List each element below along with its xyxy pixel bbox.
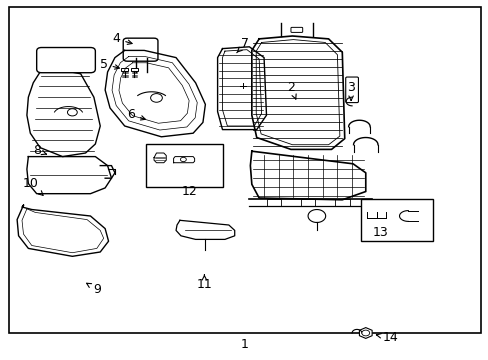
Text: 2: 2 (286, 81, 296, 99)
FancyBboxPatch shape (37, 48, 95, 73)
Polygon shape (27, 69, 100, 157)
Bar (360, 199, 432, 241)
Polygon shape (27, 157, 111, 194)
Polygon shape (250, 151, 365, 200)
Text: 13: 13 (372, 226, 387, 239)
FancyBboxPatch shape (121, 68, 128, 71)
Circle shape (150, 94, 162, 102)
FancyBboxPatch shape (345, 77, 358, 103)
FancyBboxPatch shape (290, 27, 302, 32)
Text: 10: 10 (22, 177, 43, 195)
Circle shape (180, 157, 186, 162)
Circle shape (67, 109, 77, 116)
Text: 11: 11 (196, 275, 212, 291)
Text: 8: 8 (33, 144, 46, 157)
FancyBboxPatch shape (123, 38, 158, 61)
Text: 3: 3 (346, 81, 354, 100)
FancyBboxPatch shape (131, 68, 138, 71)
Text: 5: 5 (100, 58, 119, 71)
Circle shape (361, 330, 369, 336)
Text: 4: 4 (112, 32, 132, 45)
Polygon shape (17, 205, 108, 256)
Text: 9: 9 (86, 283, 101, 296)
Bar (145, 144, 223, 187)
Text: 12: 12 (182, 185, 197, 198)
Polygon shape (105, 50, 205, 137)
Polygon shape (176, 220, 234, 239)
Text: 14: 14 (376, 331, 397, 344)
Text: 1: 1 (240, 338, 248, 351)
Polygon shape (217, 47, 266, 130)
Polygon shape (251, 36, 344, 149)
Text: 6: 6 (127, 108, 145, 121)
Text: 7: 7 (236, 37, 249, 53)
